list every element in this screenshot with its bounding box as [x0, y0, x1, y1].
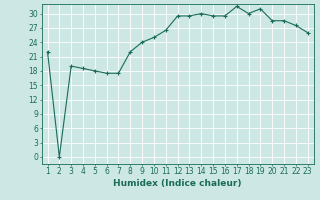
X-axis label: Humidex (Indice chaleur): Humidex (Indice chaleur) — [113, 179, 242, 188]
